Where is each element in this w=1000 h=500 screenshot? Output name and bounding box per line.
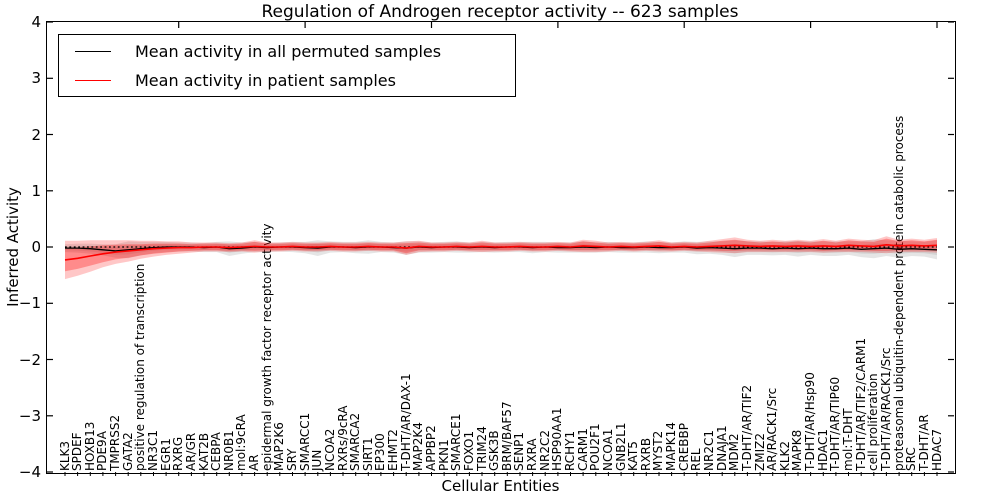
y-tick-label: 2 [31, 125, 41, 144]
chart-title: Regulation of Androgen receptor activity… [261, 2, 739, 22]
legend-label-permuted: Mean activity in all permuted samples [135, 41, 442, 61]
y-tick-label: 0 [31, 238, 41, 256]
legend-entry-patient: Mean activity in patient samples [59, 66, 515, 95]
y-tick-label: 3 [31, 69, 41, 88]
x-axis-label: Cellular Entities [441, 477, 560, 495]
legend-line-black [75, 50, 111, 52]
legend-entry-permuted: Mean activity in all permuted samples [59, 37, 515, 66]
legend: Mean activity in all permuted samples Me… [58, 34, 516, 97]
y-tick-label: −1 [18, 294, 41, 313]
plot-area-frame [45, 20, 956, 474]
patient-mean-line [64, 243, 938, 261]
y-tick-label: −2 [18, 350, 41, 369]
y-tick-label: 1 [31, 181, 41, 200]
y-tick-label: −4 [18, 463, 41, 481]
y-tick-label: −3 [18, 406, 41, 425]
y-tick-label: 4 [31, 13, 41, 31]
legend-line-red [75, 79, 111, 81]
legend-label-patient: Mean activity in patient samples [135, 70, 396, 90]
permuted-band-outer [65, 239, 937, 260]
